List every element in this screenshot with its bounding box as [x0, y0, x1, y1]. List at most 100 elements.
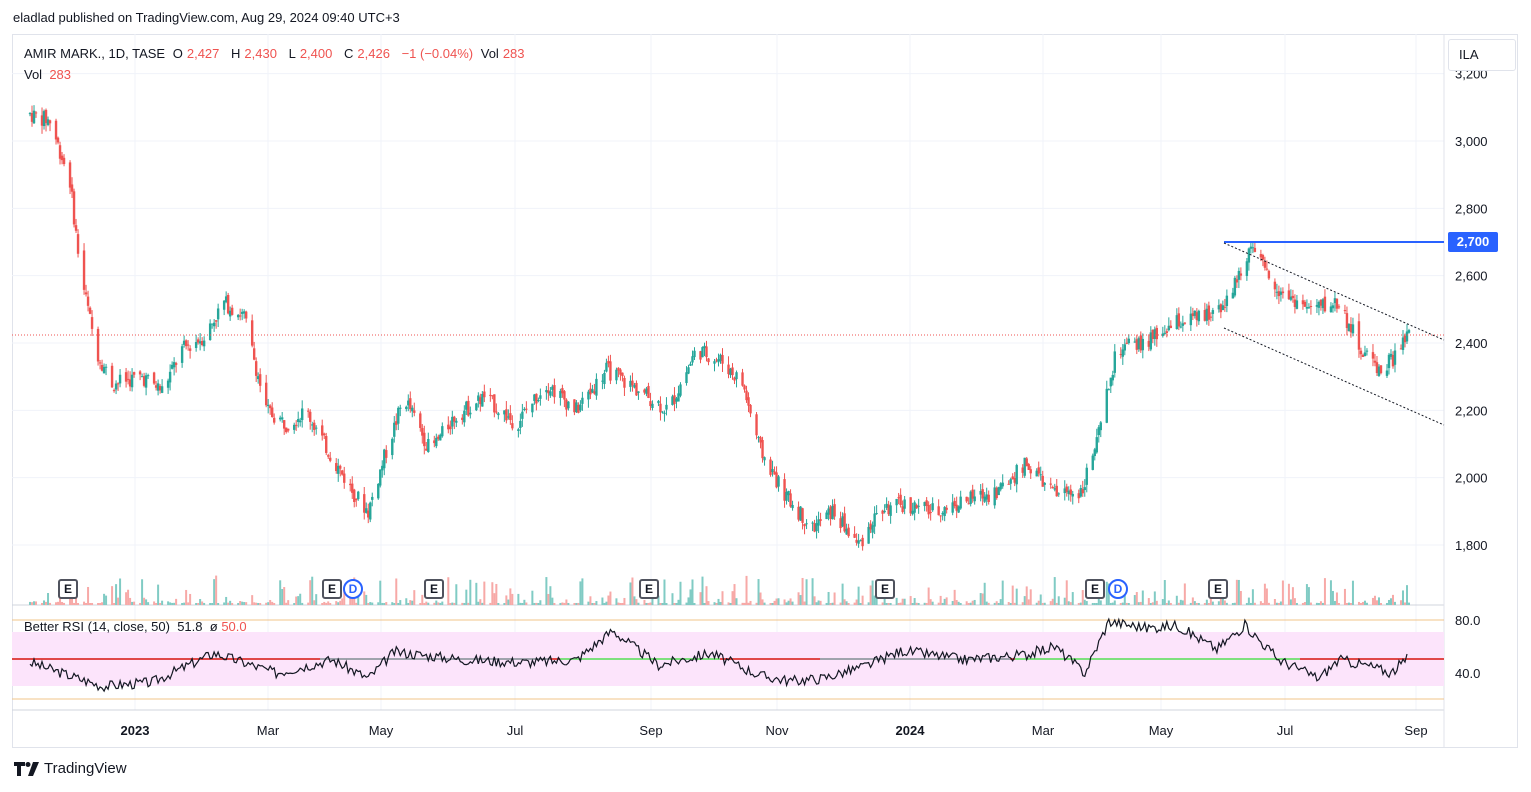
volume-bar	[841, 583, 844, 605]
candle-body	[244, 311, 248, 319]
candle-body	[885, 503, 888, 508]
volume-bar	[855, 599, 858, 605]
volume-bar	[813, 596, 816, 605]
dividend-icon[interactable]: D	[343, 579, 363, 599]
earnings-icon[interactable]: E	[639, 579, 659, 599]
candle-body	[381, 465, 384, 471]
volume-bar	[133, 601, 136, 605]
volume-bar	[1363, 600, 1366, 605]
candle-body	[939, 515, 942, 517]
volume-bar	[325, 602, 328, 605]
volume-bar	[1055, 602, 1058, 605]
candle-body	[1127, 338, 1130, 344]
volume-bar	[489, 602, 492, 605]
candle-body	[1035, 470, 1038, 477]
candle-body	[715, 359, 718, 361]
tradingview-logo[interactable]: TradingView	[14, 760, 127, 777]
volume-bar	[1357, 601, 1360, 605]
volume-bar	[225, 596, 228, 605]
volume-bar	[1193, 601, 1196, 605]
volume-bar	[705, 586, 708, 605]
volume-bar	[299, 593, 302, 605]
candle-body	[1331, 305, 1335, 309]
candle-body	[985, 494, 988, 500]
candle-body	[1091, 455, 1094, 470]
candle-body	[913, 502, 916, 513]
volume-bar	[1375, 600, 1378, 605]
volume-bar	[1179, 599, 1182, 605]
volume-bar	[379, 580, 382, 605]
volume-bar	[425, 601, 428, 605]
candle-body	[1037, 467, 1040, 474]
volume-bar	[469, 579, 472, 605]
earnings-icon[interactable]: E	[58, 579, 78, 599]
volume-bar	[1237, 579, 1240, 605]
candle-body	[531, 403, 534, 413]
volume-bar	[147, 602, 150, 605]
volume-bar	[1155, 600, 1158, 605]
volume-bar	[293, 602, 296, 605]
volume-bar	[1195, 602, 1198, 605]
volume-bar	[771, 603, 774, 605]
candle-body	[86, 296, 90, 306]
candle-body	[461, 417, 464, 420]
candle-body	[307, 410, 310, 412]
volume-bar	[259, 602, 262, 605]
candle-body	[325, 435, 328, 453]
volume-bar	[267, 602, 270, 605]
candle-body	[657, 400, 660, 404]
volume-bar	[939, 595, 942, 605]
volume-bar	[465, 589, 468, 605]
volume-bar	[789, 598, 792, 605]
volume-bar	[1063, 597, 1066, 605]
candle-body	[1179, 326, 1183, 328]
volume-bar	[881, 602, 884, 605]
volume-bar	[125, 592, 128, 605]
earnings-icon[interactable]: E	[1085, 579, 1105, 599]
volume-bar	[119, 578, 122, 605]
volume-bar	[1125, 602, 1128, 605]
volume-bar	[1405, 585, 1408, 605]
candle-body	[295, 424, 298, 426]
candle-body	[783, 479, 786, 501]
candle-body	[993, 487, 996, 506]
candle-body	[96, 328, 100, 362]
volume-bar	[665, 603, 668, 605]
candle-body	[1125, 342, 1128, 344]
time-tick-label: Sep	[639, 723, 662, 738]
earnings-icon[interactable]: E	[875, 579, 895, 599]
candle-body	[537, 400, 540, 402]
volume-bar	[1359, 602, 1362, 605]
volume-bar	[579, 581, 582, 605]
volume-bar	[817, 600, 820, 605]
candle-body	[467, 400, 470, 416]
candle-body	[1347, 324, 1351, 332]
volume-bar	[603, 602, 606, 605]
volume-bar	[913, 598, 916, 605]
volume-bar	[423, 602, 426, 605]
candle-body	[1139, 335, 1143, 351]
candle-body	[100, 364, 104, 371]
volume-bar	[689, 589, 692, 605]
volume-bar	[115, 584, 118, 605]
candle-body	[1321, 299, 1325, 309]
volume-bar	[1093, 602, 1096, 605]
candle-body	[1011, 476, 1014, 480]
earnings-icon[interactable]: E	[322, 579, 342, 599]
earnings-icon[interactable]: E	[1208, 579, 1228, 599]
candle-body	[1379, 365, 1383, 374]
volume-bar	[565, 599, 568, 605]
candle-body	[270, 407, 274, 417]
earnings-icon[interactable]: E	[424, 579, 444, 599]
candle-body	[341, 470, 344, 475]
candle-body	[309, 411, 312, 422]
symbol-legend: AMIR MARK., 1D, TASE O 2,427 H 2,430 L 2,40…	[24, 46, 525, 61]
volume-bar	[1265, 588, 1268, 605]
volume-bar	[355, 602, 358, 605]
volume-bar	[1333, 600, 1336, 605]
currency-selector[interactable]: ILA	[1448, 39, 1516, 71]
dividend-icon[interactable]: D	[1108, 579, 1128, 599]
candle-body	[1097, 427, 1100, 436]
candle-body	[160, 386, 164, 393]
